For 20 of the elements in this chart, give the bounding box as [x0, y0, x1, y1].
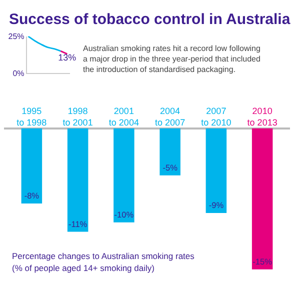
text: Success of tobacco control in Australia — [9, 11, 291, 28]
y-tick-label: 0% — [12, 68, 24, 78]
x-tick-label: 2001 to 2004 — [108, 106, 139, 128]
x-tick-label: 2004 to 2007 — [155, 106, 186, 128]
annotation: Percentage changes to Australian smoking rates — [12, 251, 194, 261]
data-label: -5% — [162, 163, 178, 172]
line-series — [27, 36, 62, 52]
x-tick-label: 2010 to 2013 — [247, 106, 278, 128]
text: Australian smoking rates hit a record low following a major drop in the three year-period that included the introduction of standardised packaging. — [83, 44, 260, 74]
x-tick-label: 1998 to 2001 — [62, 106, 93, 128]
data-label: -11% — [68, 220, 88, 229]
x-tick-label: 2007 to 2010 — [201, 106, 232, 128]
x-tick-label: 1995 to 1998 — [16, 106, 47, 128]
data-label: 13% — [58, 52, 76, 63]
data-label: -8% — [24, 192, 40, 201]
annotation: (% of people aged 14+ smoking daily) — [12, 263, 155, 273]
y-tick-label: 25% — [8, 32, 24, 42]
data-label: -15% — [252, 258, 273, 267]
data-label: -9% — [208, 201, 224, 210]
data-label: -10% — [114, 210, 134, 220]
